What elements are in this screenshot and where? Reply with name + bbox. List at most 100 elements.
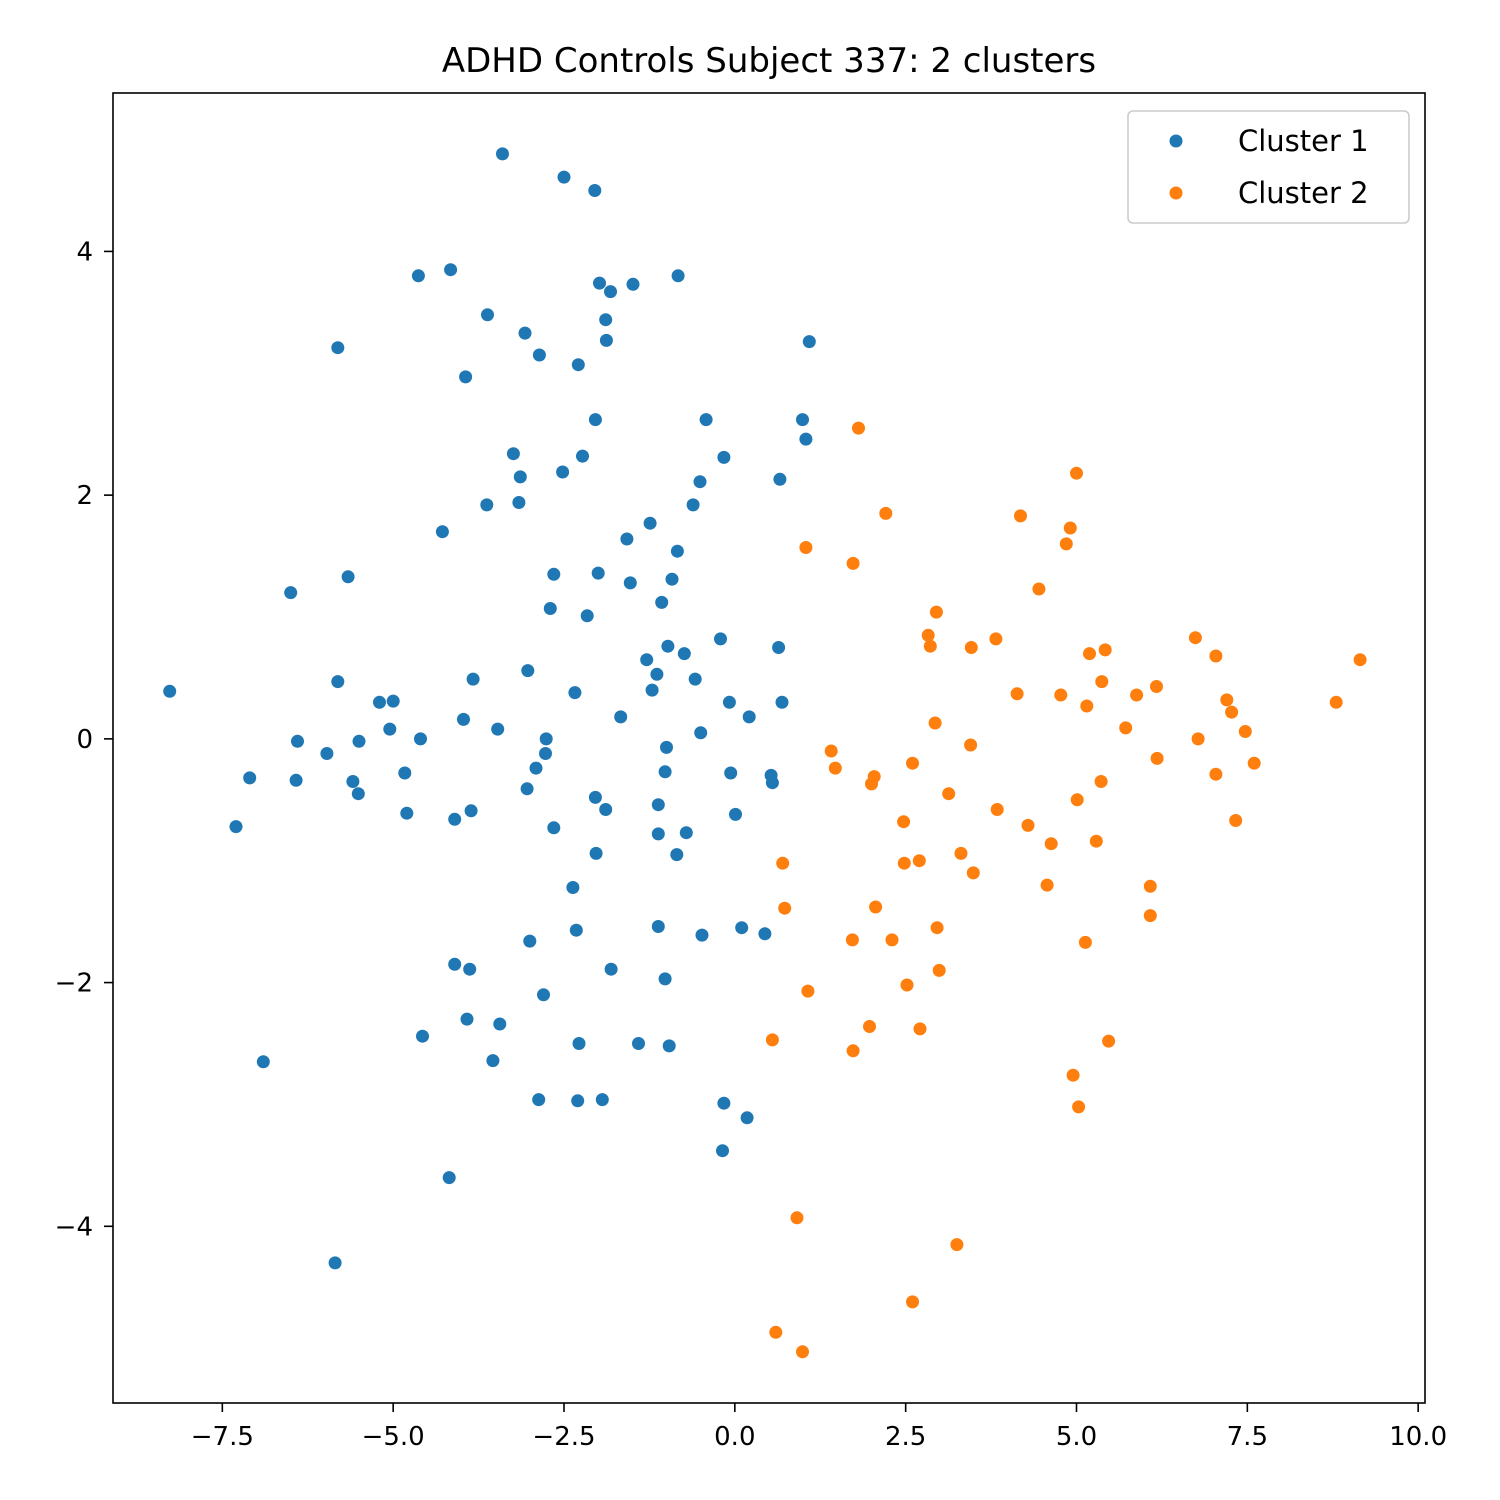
cluster-2-point — [1083, 647, 1096, 661]
cluster-1-point — [539, 732, 553, 746]
cluster-1-point — [714, 632, 727, 646]
cluster-1-point — [529, 761, 543, 775]
cluster-2-point — [1094, 775, 1108, 788]
cluster-2-point — [1095, 675, 1109, 689]
cluster-1-point — [679, 826, 693, 840]
cluster-1-point — [459, 370, 473, 384]
cluster-1-point — [651, 798, 665, 812]
cluster-1-point — [569, 923, 583, 937]
cluster-2-point — [1010, 687, 1024, 701]
cluster-2-point — [865, 777, 878, 791]
x-tick-label: 0.0 — [714, 1422, 755, 1452]
cluster-1-point — [651, 827, 665, 841]
cluster-1-point — [773, 472, 787, 486]
cluster-1-point — [724, 766, 738, 780]
cluster-1-point — [229, 820, 243, 834]
cluster-1-point — [383, 722, 397, 736]
cluster-1-point — [772, 641, 786, 654]
cluster-2-point — [921, 628, 935, 642]
cluster-2-point — [897, 815, 911, 829]
cluster-1-point — [695, 928, 709, 942]
cluster-1-point — [486, 1054, 500, 1068]
cluster-1-point — [256, 1055, 270, 1069]
cluster-1-point — [568, 686, 582, 700]
y-tick-label: 0 — [76, 725, 93, 755]
cluster-1-point — [398, 766, 412, 780]
cluster-1-point — [480, 498, 494, 512]
cluster-1-point — [591, 566, 605, 580]
cluster-2-point — [930, 921, 944, 935]
cluster-1-point — [717, 450, 731, 464]
cluster-1-point — [595, 1093, 609, 1107]
cluster-2-point — [1098, 643, 1112, 657]
cluster-2-point — [846, 556, 860, 570]
cluster-1-point — [557, 170, 571, 184]
cluster-1-point — [291, 734, 304, 748]
cluster-2-point — [1014, 509, 1027, 523]
cluster-1-point — [604, 962, 618, 976]
cluster-2-point — [932, 963, 946, 977]
cluster-2-point — [913, 1022, 927, 1036]
x-tick-label: 5.0 — [1056, 1422, 1097, 1452]
cluster-1-point — [351, 787, 365, 801]
cluster-1-point — [604, 285, 617, 299]
cluster-1-point — [640, 653, 654, 667]
cluster-2-point — [1102, 1034, 1116, 1048]
y-tick-label: 4 — [76, 237, 93, 267]
legend: Cluster 1 Cluster 2 — [1127, 110, 1410, 224]
cluster-1-point — [373, 695, 386, 709]
cluster-1-point — [735, 921, 749, 935]
cluster-1-point — [677, 647, 691, 661]
cluster-1-point — [665, 572, 679, 586]
cluster-1-point — [802, 335, 816, 349]
y-tick-label: −2 — [55, 969, 93, 999]
cluster-1-point — [457, 712, 470, 726]
cluster-2-point — [1225, 705, 1239, 719]
cluster-2-point — [1040, 878, 1054, 892]
cluster-2-point — [796, 1345, 809, 1359]
cluster-1-point — [444, 263, 458, 277]
cluster-1-point — [411, 269, 425, 283]
cluster-1-point — [599, 803, 613, 816]
cluster-1-point — [742, 710, 756, 724]
legend-marker-cluster-1 — [1169, 134, 1183, 148]
cluster-1-point — [599, 333, 613, 347]
cluster-1-point — [576, 449, 589, 463]
cluster-1-point — [571, 1094, 585, 1108]
cluster-1-point — [796, 413, 809, 427]
cluster-1-point — [520, 782, 534, 796]
plot-area-frame — [112, 92, 1426, 1404]
cluster-1-point — [799, 432, 813, 446]
cluster-2-point — [1329, 695, 1343, 709]
cluster-2-point — [1229, 814, 1243, 827]
cluster-2-point — [990, 803, 1004, 816]
cluster-1-point — [722, 695, 736, 709]
cluster-1-point — [331, 341, 345, 355]
cluster-1-point — [243, 771, 257, 785]
cluster-1-point — [580, 609, 594, 623]
cluster-2-point — [799, 541, 813, 554]
cluster-2-point — [964, 738, 978, 752]
y-tick-label: 2 — [76, 481, 93, 511]
cluster-1-point — [688, 672, 702, 686]
cluster-2-point — [869, 900, 883, 914]
x-tick-label: 10.0 — [1389, 1422, 1447, 1452]
cluster-1-point — [481, 308, 494, 322]
cluster-1-point — [414, 732, 427, 746]
x-tick-label: −5.0 — [362, 1422, 425, 1452]
cluster-2-point — [1080, 699, 1094, 713]
cluster-1-point — [448, 812, 462, 826]
cluster-1-point — [566, 881, 580, 894]
cluster-2-point — [879, 506, 893, 520]
x-tick-label: −2.5 — [532, 1422, 595, 1452]
cluster-2-point — [1353, 653, 1367, 667]
cluster-2-point — [765, 1033, 779, 1047]
cluster-2-point — [966, 866, 980, 880]
cluster-1-point — [352, 734, 366, 748]
cluster-1-point — [716, 1144, 729, 1158]
cluster-1-point — [588, 413, 602, 427]
cluster-1-point — [658, 972, 672, 986]
cluster-2-point — [1150, 751, 1164, 765]
cluster-1-point — [496, 147, 509, 161]
x-axis: −7.5 −5.0 −2.5 0.0 2.5 5.0 7.5 10.0 — [191, 1403, 1447, 1452]
